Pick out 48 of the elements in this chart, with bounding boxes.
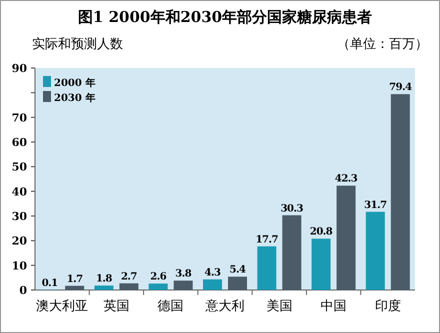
chart-subtitle: 实际和预测人数	[32, 37, 123, 52]
y-tick-label: 70	[12, 111, 28, 124]
data-label: 20.8	[310, 226, 333, 238]
chart-title: 图1 2000年和2030年部分国家糖尿病患者	[78, 8, 372, 26]
x-tick-label: 澳大利亚	[36, 299, 88, 314]
legend-label: 2000 年	[54, 77, 96, 89]
text: （单位：百万）	[337, 37, 428, 52]
x-tick-label: 美国	[266, 298, 292, 314]
x-tick-label: 英国	[103, 299, 130, 314]
y-tick-label: 20	[12, 234, 28, 248]
bar	[366, 212, 385, 290]
data-label: 3.8	[175, 268, 192, 280]
data-label: 17.7	[256, 234, 279, 246]
bar	[336, 186, 356, 290]
bar	[228, 276, 247, 290]
y-tick-label: 40	[12, 185, 28, 198]
y-tick-label: 0	[19, 284, 28, 297]
x-tick-label: 意大利	[204, 299, 244, 314]
x-tick-label: 印度	[374, 298, 401, 314]
data-label: 4.3	[204, 267, 221, 278]
data-label: 1.7	[66, 274, 84, 285]
data-label: 2.6	[150, 272, 167, 283]
y-tick-label: 10	[12, 259, 28, 272]
data-label: 1.8	[96, 274, 112, 285]
data-label: 30.3	[280, 203, 304, 214]
legend-label: 2030 年	[54, 92, 96, 104]
x-tick-label: 德国	[158, 299, 184, 314]
y-tick-label: 60	[12, 136, 28, 149]
y-tick-label: 90	[12, 62, 28, 75]
data-label: 0.1	[42, 278, 58, 289]
bar	[65, 286, 84, 290]
bar	[312, 238, 331, 290]
bar	[148, 284, 168, 290]
data-label: 31.7	[364, 200, 388, 211]
data-label: 42.3	[334, 174, 358, 185]
bar	[257, 246, 276, 290]
x-tick-label: 中国	[320, 299, 347, 314]
bar	[203, 279, 222, 290]
bar	[390, 94, 410, 290]
y-tick-label: 50	[12, 160, 28, 174]
data-label: 2.7	[120, 271, 138, 282]
bar	[119, 283, 138, 290]
bar	[174, 280, 193, 290]
y-tick-label: 30	[12, 210, 28, 223]
data-label: 5.4	[230, 264, 246, 276]
data-label: 79.4	[389, 82, 412, 94]
bar	[282, 215, 302, 290]
bar	[94, 286, 114, 290]
